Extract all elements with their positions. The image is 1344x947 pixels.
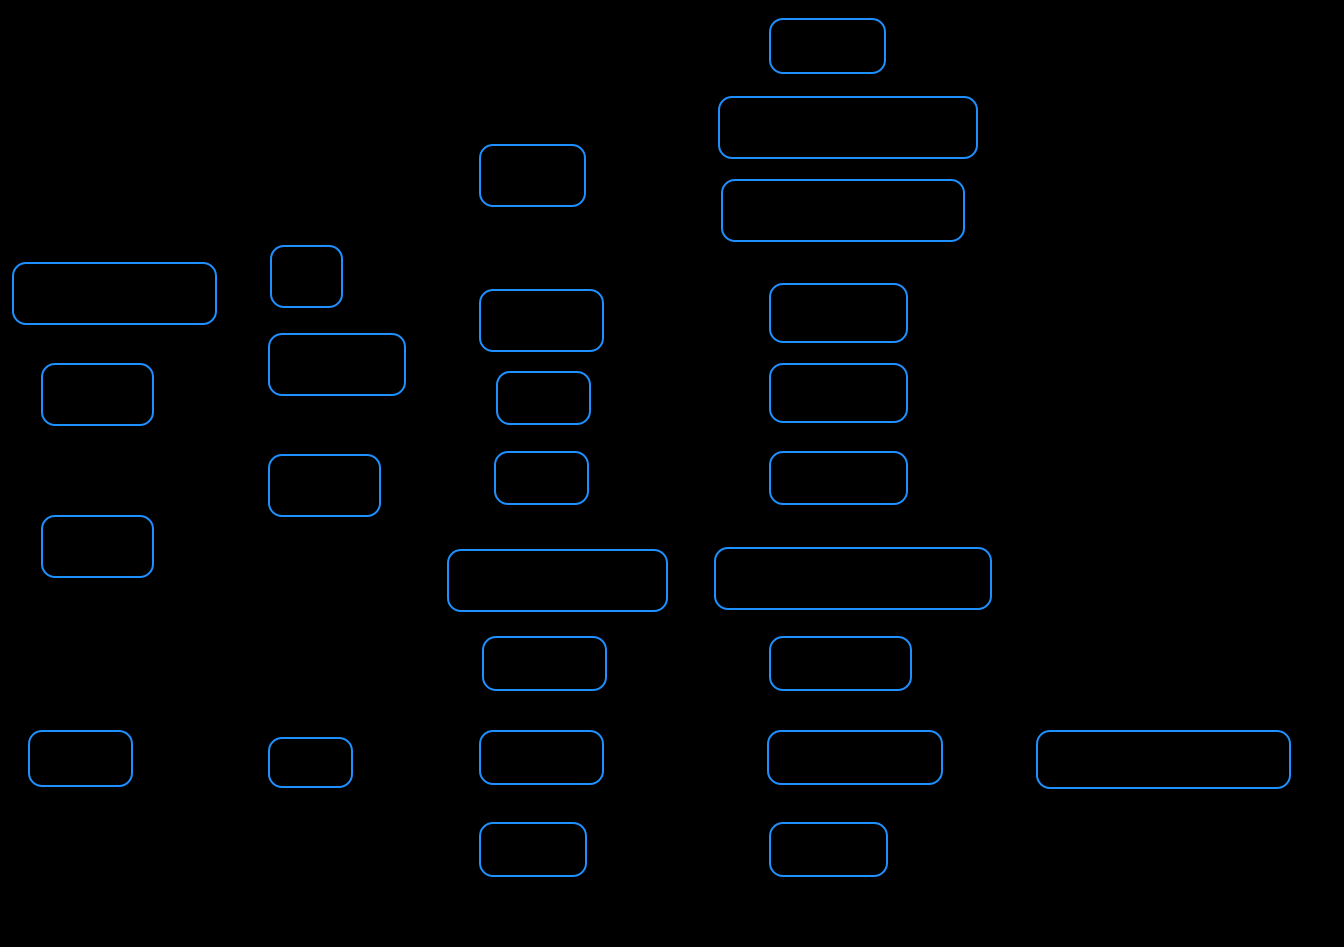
diagram-box <box>769 822 888 877</box>
diagram-box <box>479 730 604 785</box>
diagram-box <box>496 371 591 425</box>
diagram-box <box>494 451 589 505</box>
diagram-box <box>41 363 154 426</box>
diagram-box <box>769 636 912 691</box>
diagram-box <box>482 636 607 691</box>
diagram-box <box>268 737 353 788</box>
diagram-box <box>268 333 406 396</box>
diagram-box <box>41 515 154 578</box>
diagram-box <box>28 730 133 787</box>
diagram-box <box>479 289 604 352</box>
diagram-box <box>769 363 908 423</box>
diagram-canvas <box>0 0 1344 947</box>
diagram-box <box>721 179 965 242</box>
diagram-box <box>12 262 217 325</box>
diagram-box <box>270 245 343 308</box>
diagram-box <box>769 283 908 343</box>
diagram-box <box>479 144 586 207</box>
diagram-box <box>769 451 908 505</box>
diagram-box <box>714 547 992 610</box>
diagram-box <box>447 549 668 612</box>
diagram-box <box>1036 730 1291 789</box>
diagram-box <box>268 454 381 517</box>
diagram-box <box>767 730 943 785</box>
diagram-box <box>718 96 978 159</box>
diagram-box <box>479 822 587 877</box>
diagram-box <box>769 18 886 74</box>
